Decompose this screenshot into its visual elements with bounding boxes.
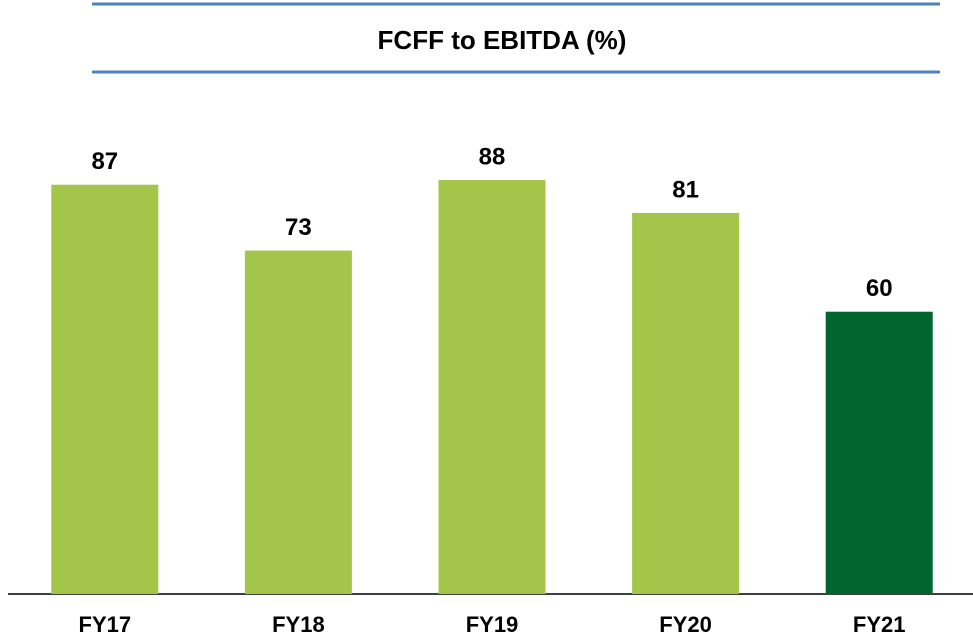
x-tick-label: FY20 — [659, 612, 712, 637]
bar — [438, 180, 546, 594]
x-tick-label: FY17 — [79, 612, 132, 637]
chart-title: FCFF to EBITDA (%) — [378, 25, 627, 55]
bar — [244, 250, 352, 594]
value-label: 88 — [479, 143, 506, 170]
x-tick-label: FY18 — [272, 612, 325, 637]
value-label: 87 — [91, 148, 118, 175]
x-tick-label: FY21 — [853, 612, 906, 637]
x-tick-label: FY19 — [466, 612, 519, 637]
value-label: 73 — [285, 214, 312, 241]
bar — [51, 184, 159, 595]
bar — [632, 212, 740, 594]
value-label: 60 — [866, 275, 893, 302]
value-label: 81 — [672, 176, 699, 203]
bar — [825, 311, 933, 594]
